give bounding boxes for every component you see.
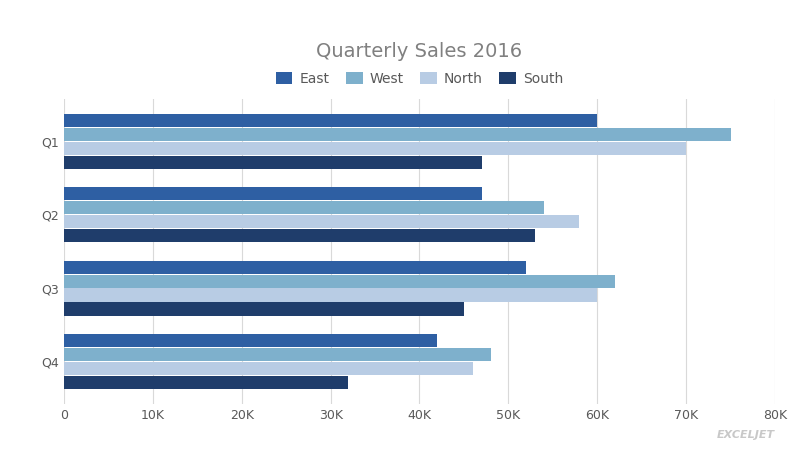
Bar: [64, 156, 482, 169]
Bar: [64, 229, 535, 242]
Bar: [64, 362, 473, 375]
Bar: [64, 142, 686, 155]
Bar: [64, 289, 598, 302]
Text: EXCELJET: EXCELJET: [717, 430, 775, 440]
Bar: [64, 274, 615, 288]
Bar: [64, 334, 437, 347]
Legend: East, West, North, South: East, West, North, South: [270, 66, 569, 91]
Bar: [64, 114, 598, 127]
Title: Quarterly Sales 2016: Quarterly Sales 2016: [316, 42, 523, 61]
Bar: [64, 201, 544, 214]
Bar: [64, 376, 348, 389]
Bar: [64, 128, 730, 141]
Bar: [64, 303, 464, 316]
Bar: [64, 260, 527, 274]
Bar: [64, 187, 482, 200]
Bar: [64, 215, 579, 229]
Bar: [64, 348, 491, 361]
